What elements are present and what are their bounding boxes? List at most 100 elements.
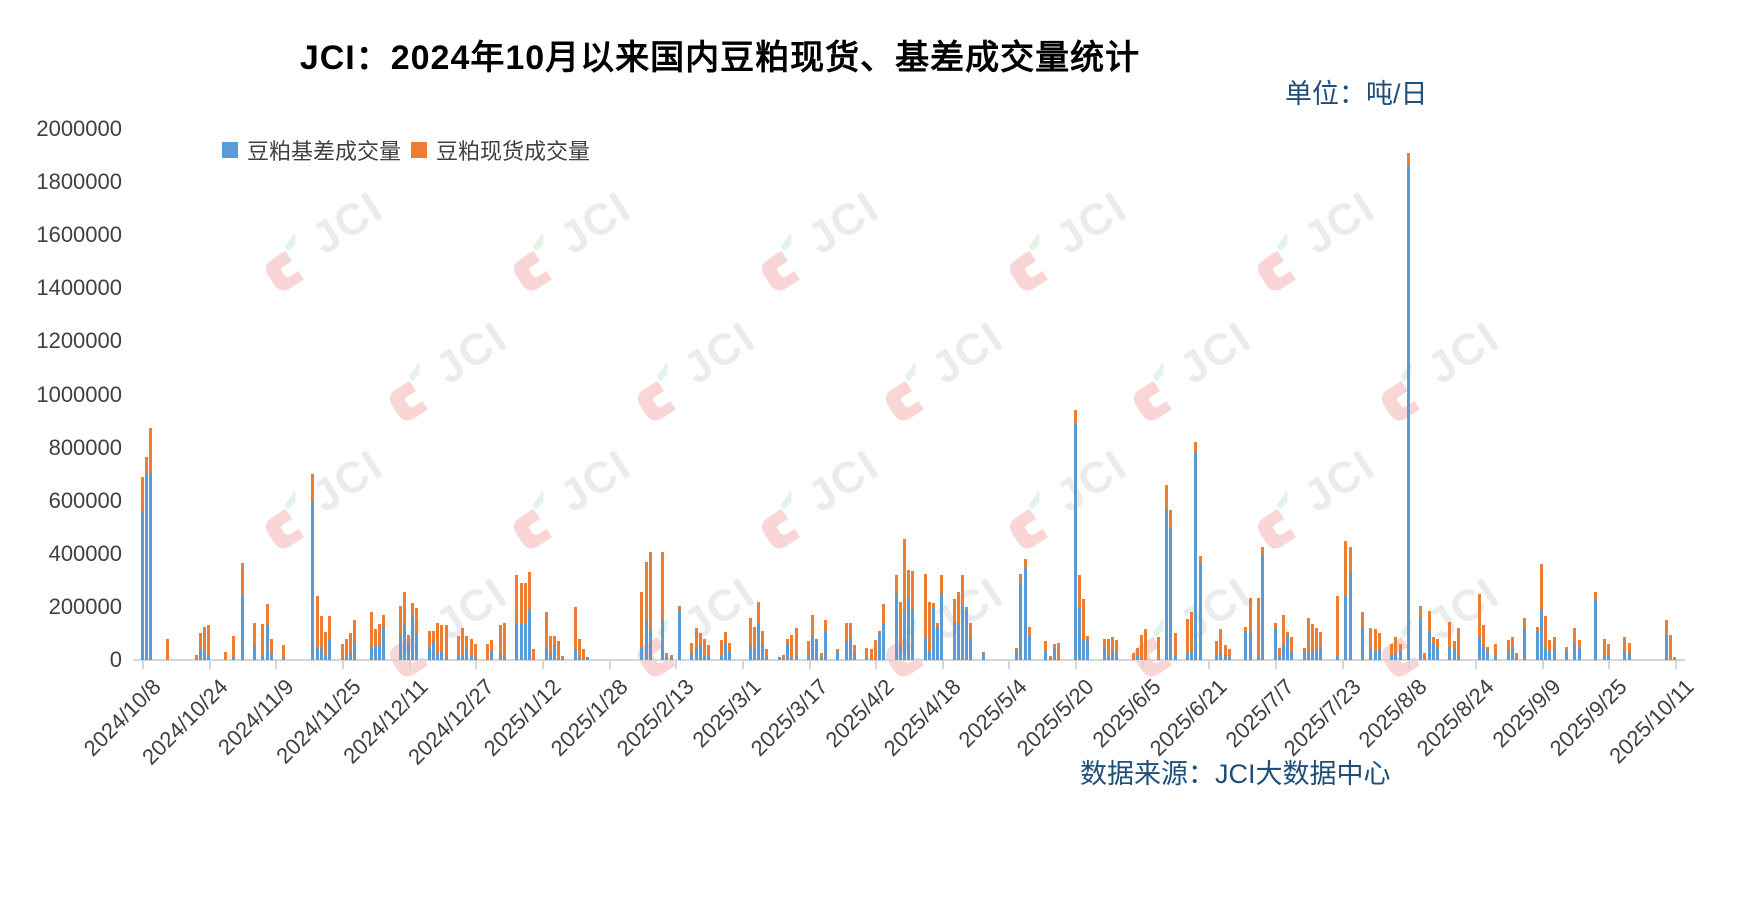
basis-segment	[794, 656, 798, 660]
stacked-bar	[1019, 573, 1023, 660]
basis-segment	[1369, 648, 1373, 660]
stacked-bar	[894, 575, 898, 660]
spot-segment	[1277, 648, 1281, 658]
spot-segment	[1044, 641, 1048, 653]
stacked-bar	[1169, 509, 1173, 660]
spot-segment	[203, 626, 207, 653]
stacked-bar	[1548, 640, 1552, 660]
stacked-bar	[198, 633, 202, 660]
spot-segment	[519, 583, 523, 625]
spot-segment	[1256, 597, 1260, 656]
stacked-bar	[1477, 593, 1481, 660]
stacked-bar	[794, 628, 798, 660]
spot-segment	[956, 592, 960, 623]
stacked-bar	[548, 636, 552, 660]
basis-segment	[877, 633, 881, 660]
stacked-bar	[1044, 641, 1048, 660]
x-axis-tick	[608, 661, 611, 669]
spot-segment	[1111, 637, 1115, 651]
stacked-bar	[1377, 633, 1381, 660]
x-axis-tick	[1474, 661, 1477, 669]
basis-segment	[457, 654, 461, 660]
spot-segment	[473, 644, 477, 658]
stacked-bar	[1435, 638, 1439, 660]
spot-segment	[207, 625, 211, 657]
spot-segment	[469, 638, 473, 655]
basis-segment	[927, 650, 931, 660]
stacked-bar	[823, 620, 827, 660]
stacked-bar	[852, 645, 856, 660]
basis-segment	[444, 657, 448, 660]
stacked-bar	[148, 427, 152, 660]
spot-segment	[140, 476, 144, 512]
x-axis-line	[133, 659, 1685, 661]
basis-segment	[1244, 630, 1248, 660]
spot-segment	[373, 629, 377, 646]
spot-segment	[1606, 644, 1610, 656]
basis-segment	[328, 638, 332, 660]
basis-segment	[527, 609, 531, 660]
stacked-bar	[502, 622, 506, 660]
stacked-bar	[561, 656, 565, 660]
stacked-bar	[765, 649, 769, 660]
stacked-bar	[723, 632, 727, 660]
stacked-bar	[898, 601, 902, 660]
stacked-bar	[1173, 633, 1177, 660]
basis-segment	[648, 629, 652, 660]
basis-segment	[203, 652, 207, 660]
basis-segment	[823, 630, 827, 660]
basis-segment	[707, 654, 711, 660]
stacked-bar	[1140, 634, 1144, 660]
spot-segment	[1544, 616, 1548, 647]
spot-segment	[1156, 637, 1160, 660]
spot-segment	[694, 628, 698, 649]
stacked-bar	[398, 605, 402, 660]
stacked-bar	[844, 622, 848, 660]
basis-segment	[373, 645, 377, 660]
stacked-bar	[469, 638, 473, 660]
basis-segment	[1186, 653, 1190, 660]
spot-segment	[198, 633, 202, 650]
spot-segment	[1169, 509, 1173, 528]
spot-segment	[1319, 632, 1323, 649]
stacked-bar	[436, 622, 440, 660]
stacked-bar	[407, 634, 411, 660]
basis-segment	[1086, 641, 1090, 660]
stacked-bar	[969, 622, 973, 660]
stacked-bar	[1627, 642, 1631, 660]
spot-segment	[382, 614, 386, 629]
stacked-bar	[1523, 617, 1527, 660]
spot-segment	[911, 571, 915, 610]
stacked-bar	[1552, 637, 1556, 660]
spot-segment	[1390, 644, 1394, 655]
stacked-bar	[1540, 564, 1544, 660]
spot-segment	[498, 625, 502, 654]
spot-segment	[269, 638, 273, 654]
spot-segment	[515, 575, 519, 623]
spot-segment	[1186, 618, 1190, 654]
spot-segment	[577, 638, 581, 658]
stacked-bar	[1156, 637, 1160, 660]
stacked-bar	[1431, 637, 1435, 660]
basis-segment	[1223, 654, 1227, 660]
basis-segment	[1102, 646, 1106, 660]
spot-segment	[811, 614, 815, 635]
spot-segment	[340, 644, 344, 660]
spot-segment	[1144, 629, 1148, 660]
basis-segment	[882, 622, 885, 660]
basis-segment	[1515, 657, 1519, 660]
basis-segment	[1115, 653, 1119, 660]
stacked-bar	[282, 645, 286, 660]
basis-segment	[1494, 654, 1498, 660]
basis-segment	[1435, 648, 1439, 660]
basis-segment	[253, 645, 257, 660]
spot-segment	[1623, 637, 1627, 653]
spot-segment	[1369, 628, 1373, 649]
spot-segment	[1456, 628, 1460, 656]
spot-segment	[253, 622, 257, 646]
spot-segment	[1223, 645, 1227, 655]
basis-segment	[1510, 648, 1514, 660]
stacked-bar	[1510, 637, 1514, 660]
spot-segment	[877, 630, 881, 634]
stacked-bar	[1198, 556, 1202, 660]
